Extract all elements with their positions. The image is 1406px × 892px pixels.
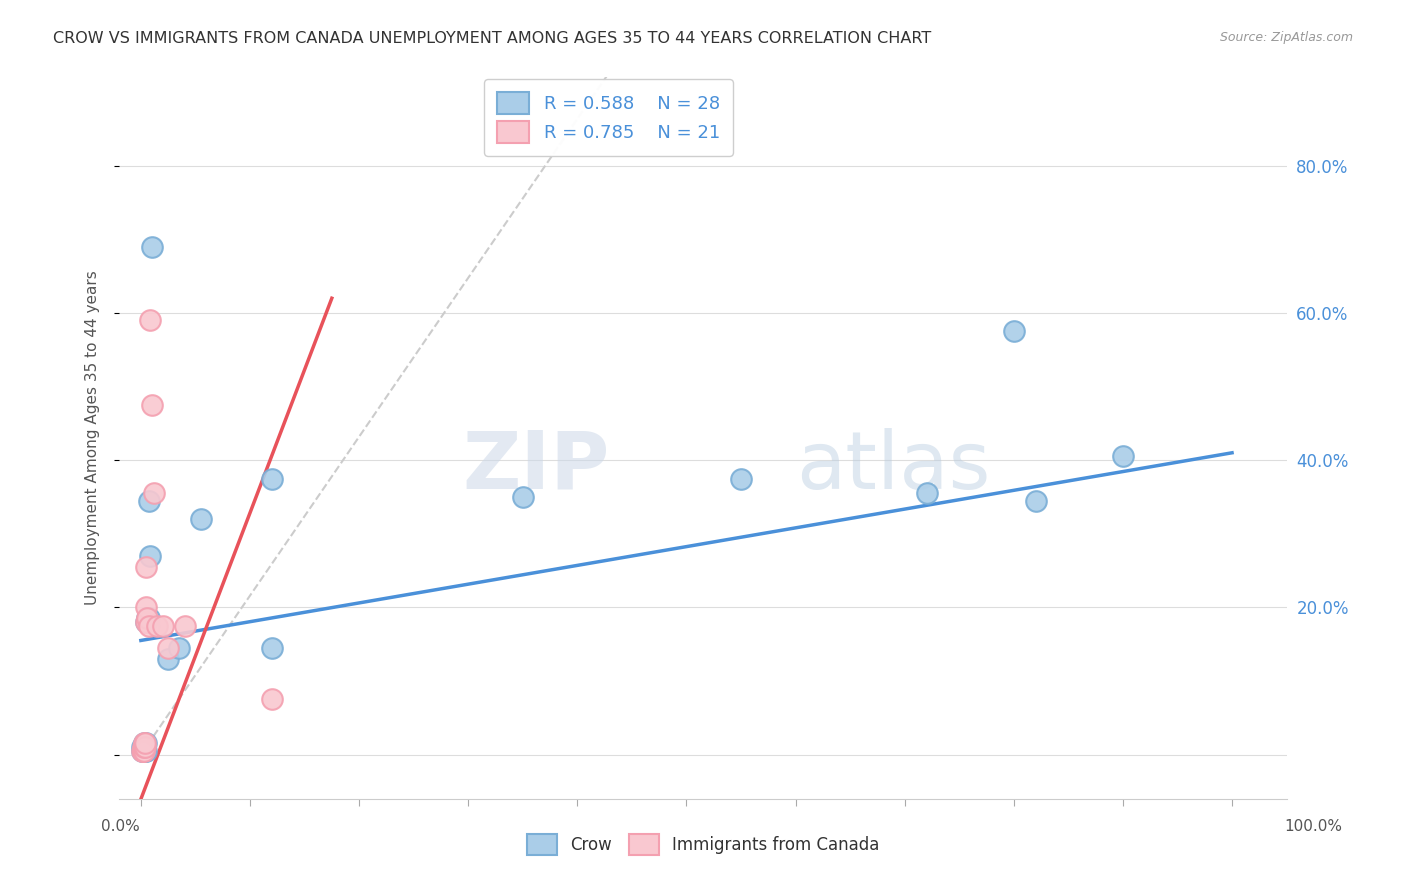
Text: atlas: atlas	[796, 428, 991, 506]
Point	[512, 490, 534, 504]
Point	[167, 640, 190, 655]
Point	[134, 737, 156, 751]
Point	[131, 744, 153, 758]
Point	[131, 740, 153, 755]
Point	[135, 615, 157, 629]
Point	[141, 240, 163, 254]
Point	[138, 611, 160, 625]
Point	[141, 398, 163, 412]
Point	[134, 744, 156, 758]
Text: ZIP: ZIP	[463, 428, 609, 506]
Point	[138, 619, 160, 633]
Point	[260, 640, 283, 655]
Point	[135, 559, 157, 574]
Point	[134, 737, 156, 751]
Point	[138, 313, 160, 327]
Point	[136, 611, 159, 625]
Point	[134, 744, 156, 758]
Point	[152, 619, 174, 633]
Point	[157, 652, 180, 666]
Point	[730, 471, 752, 485]
Point	[135, 744, 157, 758]
Point	[136, 611, 159, 625]
Text: 100.0%: 100.0%	[1285, 820, 1343, 834]
Point	[131, 744, 153, 758]
Point	[132, 740, 155, 755]
Point	[135, 737, 157, 751]
Point	[260, 471, 283, 485]
Legend: R = 0.588    N = 28, R = 0.785    N = 21: R = 0.588 N = 28, R = 0.785 N = 21	[484, 79, 733, 156]
Point	[146, 619, 169, 633]
Point	[157, 640, 180, 655]
Point	[143, 486, 166, 500]
Y-axis label: Unemployment Among Ages 35 to 44 years: Unemployment Among Ages 35 to 44 years	[86, 270, 100, 606]
Point	[1112, 450, 1135, 464]
Point	[915, 486, 938, 500]
Point	[190, 512, 212, 526]
Point	[132, 740, 155, 755]
Legend: Crow, Immigrants from Canada: Crow, Immigrants from Canada	[520, 828, 886, 862]
Point	[1025, 493, 1047, 508]
Text: CROW VS IMMIGRANTS FROM CANADA UNEMPLOYMENT AMONG AGES 35 TO 44 YEARS CORRELATIO: CROW VS IMMIGRANTS FROM CANADA UNEMPLOYM…	[53, 31, 932, 46]
Text: Source: ZipAtlas.com: Source: ZipAtlas.com	[1219, 31, 1353, 45]
Point	[135, 600, 157, 615]
Point	[138, 493, 160, 508]
Text: 0.0%: 0.0%	[101, 820, 141, 834]
Point	[134, 740, 156, 755]
Point	[132, 744, 155, 758]
Point	[134, 740, 156, 755]
Point	[134, 737, 156, 751]
Point	[134, 740, 156, 755]
Point	[1002, 324, 1025, 338]
Point	[134, 740, 156, 755]
Point	[135, 615, 157, 629]
Point	[173, 619, 195, 633]
Point	[260, 692, 283, 706]
Point	[132, 744, 155, 758]
Point	[138, 549, 160, 563]
Point	[134, 744, 156, 758]
